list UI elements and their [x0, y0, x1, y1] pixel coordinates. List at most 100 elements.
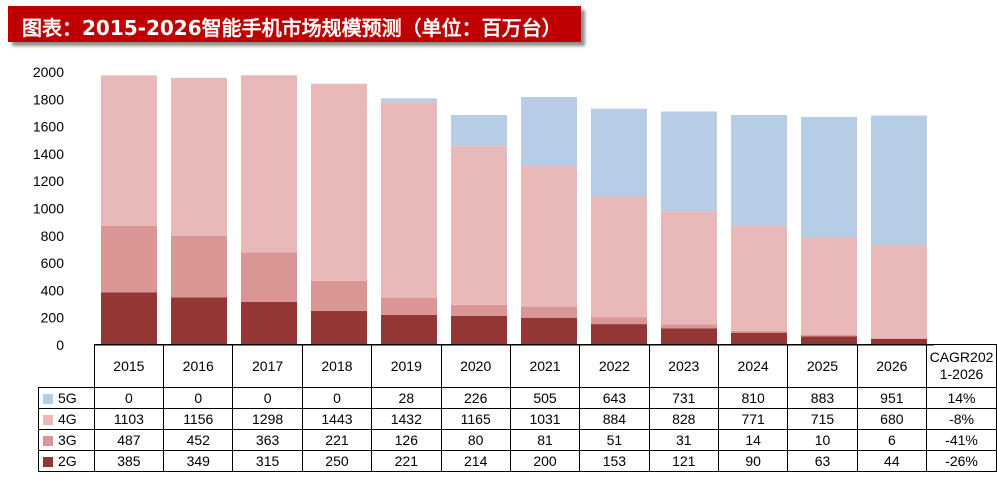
data-label: 883 [787, 387, 858, 409]
data-label: 1432 [371, 408, 442, 430]
bar-segment-5g-2019 [381, 98, 437, 103]
table-row: 5G 0 0 0 0 28 226 505 643 731 810 883 951 14% [38, 387, 997, 409]
data-label: 214 [440, 450, 511, 472]
data-label: 1298 [232, 408, 303, 430]
bar-segment-4g-2017 [241, 75, 297, 253]
bar-segment-4g-2021 [521, 165, 577, 307]
data-label: 250 [301, 450, 373, 472]
title-banner: 图表：2015-2026智能手机市场规模预测（单位：百万台） [8, 6, 581, 42]
data-label: 810 [717, 387, 789, 409]
data-label: 126 [371, 429, 442, 451]
bar-segment-4g-2015 [101, 75, 157, 226]
data-label: 1156 [163, 408, 234, 430]
data-label: 0 [93, 387, 165, 409]
bar-segment-2g-2015 [101, 292, 157, 345]
bar-segment-3g-2026 [871, 338, 927, 339]
data-label: 951 [856, 387, 928, 409]
bar-segment-2g-2017 [241, 302, 297, 345]
bar-segment-3g-2017 [241, 252, 297, 303]
data-label: 81 [509, 429, 581, 451]
data-label: 363 [232, 429, 303, 451]
y-tick-label: 600 [41, 255, 65, 271]
bar-segment-3g-2021 [521, 306, 577, 318]
data-label: 221 [371, 450, 442, 472]
bar-segment-3g-2023 [661, 324, 717, 329]
cagr-value: -8% [926, 408, 997, 430]
bar-segment-2g-2023 [661, 328, 717, 345]
data-label: 121 [648, 450, 719, 472]
data-label: 31 [648, 429, 719, 451]
y-tick-label: 1600 [33, 119, 64, 135]
bar-segment-3g-2020 [451, 304, 507, 316]
legend-label: 5G [58, 390, 77, 406]
data-label: 487 [93, 429, 165, 451]
data-label: 1443 [301, 408, 373, 430]
data-label: 0 [301, 387, 373, 409]
data-label: 14 [717, 429, 789, 451]
x-tick-label: 2020 [440, 344, 511, 388]
data-label: 505 [509, 387, 581, 409]
bar-segment-2g-2022 [591, 324, 647, 345]
x-tick-label: 2019 [371, 344, 442, 388]
bar-segment-2g-2019 [381, 314, 437, 345]
data-label: 452 [163, 429, 234, 451]
data-label: 90 [717, 450, 789, 472]
legend-swatch [43, 394, 53, 404]
legend-entry-3g: 3G [38, 429, 95, 451]
legend-swatch [43, 457, 53, 467]
y-tick-label: 1400 [33, 146, 64, 162]
table-corner [38, 344, 95, 388]
data-label: 28 [371, 387, 442, 409]
cagr-value: 14% [926, 387, 997, 409]
y-tick-label: 1800 [33, 91, 64, 107]
bar-segment-5g-2020 [451, 114, 507, 146]
data-label: 680 [856, 408, 928, 430]
legend-entry-2g: 2G [38, 450, 95, 472]
y-tick-label: 200 [41, 310, 65, 326]
bar-segment-3g-2015 [101, 225, 157, 293]
y-tick-label: 2000 [33, 64, 64, 80]
legend-entry-5g: 5G [38, 387, 95, 409]
bar-segment-4g-2018 [311, 83, 367, 281]
bar-segment-4g-2016 [171, 77, 227, 236]
data-label: 1103 [93, 408, 165, 430]
bar-segment-4g-2025 [801, 237, 857, 336]
data-label: 385 [93, 450, 165, 472]
bar-segment-2g-2016 [171, 297, 227, 345]
bar-segment-5g-2022 [591, 108, 647, 197]
bar-segment-3g-2022 [591, 317, 647, 325]
bar-segment-3g-2019 [381, 297, 437, 315]
cagr-header: CAGR202 1-2026 [926, 344, 997, 388]
cagr-value: -26% [926, 450, 997, 472]
bar-segment-5g-2023 [661, 111, 717, 212]
y-tick-label: 800 [41, 228, 65, 244]
legend-swatch [43, 415, 53, 425]
bar-segment-3g-2024 [731, 330, 787, 333]
legend-entry-4g: 4G [38, 408, 95, 430]
legend-label: 4G [58, 411, 77, 427]
bar-segment-4g-2024 [731, 225, 787, 331]
bar-segment-4g-2019 [381, 102, 437, 298]
data-label: 1031 [509, 408, 581, 430]
y-tick-label: 1200 [33, 173, 64, 189]
x-tick-label: 2024 [717, 344, 789, 388]
bar-segment-5g-2026 [871, 115, 927, 246]
x-tick-label: 2017 [232, 344, 303, 388]
data-label: 884 [579, 408, 650, 430]
bar-segment-2g-2025 [801, 336, 857, 345]
x-tick-label: 2022 [579, 344, 650, 388]
bar-segment-3g-2016 [171, 235, 227, 298]
bar-segment-3g-2018 [311, 280, 367, 311]
data-label: 153 [579, 450, 650, 472]
x-tick-label: 2023 [648, 344, 719, 388]
data-label: 771 [717, 408, 789, 430]
bar-segment-3g-2025 [801, 335, 857, 337]
bars [94, 75, 934, 346]
bar-segment-4g-2026 [871, 245, 927, 339]
legend-label: 3G [58, 432, 77, 448]
table-row: 4G 1103 1156 1298 1443 1432 1165 1031 884 828 771 7… [38, 408, 997, 430]
data-label: 731 [648, 387, 719, 409]
x-tick-label: 2021 [509, 344, 581, 388]
data-label: 44 [856, 450, 928, 472]
